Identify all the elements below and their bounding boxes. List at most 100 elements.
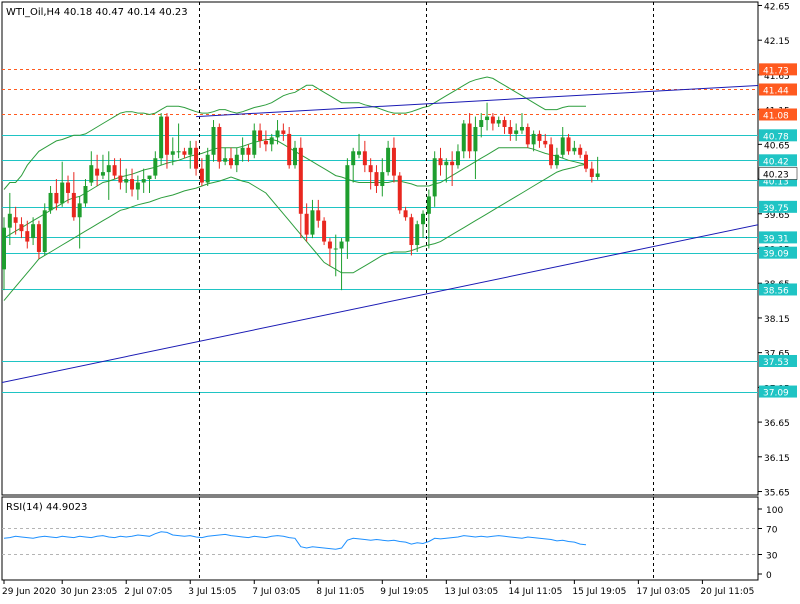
- candle: [89, 151, 94, 187]
- candle: [95, 154, 100, 187]
- candle-body: [403, 210, 408, 218]
- candle-body: [48, 192, 53, 211]
- candle: [560, 126, 565, 159]
- candle-body: [153, 158, 158, 176]
- candle: [211, 120, 216, 162]
- lower-band-line: [3, 164, 587, 301]
- candle-body: [438, 158, 443, 166]
- candle-body: [485, 116, 490, 121]
- candle-body: [409, 217, 414, 246]
- candle: [124, 168, 129, 193]
- time-axis: 29 Jun 2020 30 Jun 23:05 2 Jul 07:05 3 Jul …: [2, 580, 754, 597]
- price-axis: 42.6542.1541.6541.1540.6540.1539.6539.15…: [758, 2, 798, 499]
- candle-body: [2, 227, 6, 270]
- candle: [42, 203, 47, 256]
- rsi-panel-frame: [1, 496, 759, 581]
- candle-body: [589, 168, 594, 177]
- candle-body: [287, 133, 292, 166]
- candle: [508, 120, 513, 141]
- candle: [287, 126, 292, 169]
- candle: [205, 147, 210, 187]
- level-badge: [759, 246, 797, 259]
- candle-body: [182, 151, 187, 155]
- rsi-tick-label: 30: [766, 552, 778, 562]
- candle-body: [83, 186, 88, 204]
- candle-body: [310, 210, 315, 235]
- candle: [368, 158, 373, 190]
- candle: [304, 203, 309, 242]
- candle: [374, 165, 379, 193]
- price-tick-label: 42.15: [764, 37, 790, 47]
- candle-body: [281, 130, 286, 134]
- candle-body: [578, 147, 583, 155]
- candle-body: [415, 224, 420, 246]
- candle: [7, 192, 12, 246]
- rsi-panel: 100 70 30 0: [2, 506, 783, 581]
- candle-body: [71, 192, 76, 218]
- candle-body: [66, 182, 71, 193]
- candle-body: [176, 151, 181, 153]
- candle-body: [205, 154, 210, 183]
- candle: [566, 133, 571, 155]
- level-badge-label: 39.09: [763, 250, 789, 260]
- rsi-tick-label: 100: [766, 506, 783, 516]
- candle-body: [479, 120, 484, 127]
- candle-body: [386, 147, 391, 173]
- candle-body: [31, 224, 36, 239]
- candle-body: [572, 147, 577, 152]
- candle-body: [397, 175, 402, 211]
- candle-body: [537, 133, 542, 141]
- candle: [13, 206, 18, 235]
- candle: [362, 140, 367, 173]
- candle-body: [426, 196, 431, 214]
- candle: [31, 217, 36, 246]
- candle: [258, 123, 263, 148]
- candle: [467, 113, 472, 159]
- price-tick-label: 36.15: [764, 454, 790, 464]
- candle-body: [77, 203, 82, 218]
- candle-body: [258, 130, 263, 141]
- candle-body: [450, 161, 455, 166]
- candle: [391, 137, 396, 183]
- time-tick-label: 13 Jul 03:05: [444, 587, 498, 597]
- level-badge-label: 40.78: [763, 132, 789, 142]
- candle: [281, 123, 286, 141]
- candle-body: [345, 165, 350, 242]
- candle-body: [269, 137, 274, 145]
- candle: [246, 144, 251, 162]
- candle: [595, 156, 600, 180]
- candle: [54, 179, 59, 211]
- time-tick-label: 17 Jul 03:05: [636, 587, 690, 597]
- candle-body: [374, 172, 379, 187]
- candle: [310, 199, 315, 239]
- session-separators: [199, 2, 654, 580]
- candle-body: [467, 123, 472, 152]
- current-price-label: 40.23: [763, 171, 789, 181]
- candle: [584, 151, 588, 173]
- chart-title: WTI_Oil,H4 40.18 40.47 40.14 40.23: [6, 7, 188, 18]
- candle-body: [368, 165, 373, 173]
- candle-body: [234, 154, 239, 166]
- price-tick-label: 42.65: [764, 2, 790, 12]
- candle: [100, 154, 105, 180]
- rsi-plot: [2, 528, 758, 555]
- candle-body: [380, 172, 385, 187]
- level-badge: [759, 83, 797, 96]
- candle-body: [560, 137, 565, 155]
- candle: [531, 130, 536, 152]
- time-tick-label: 30 Jun 23:05: [60, 587, 117, 597]
- candle-body: [124, 179, 129, 183]
- candle-body: [566, 137, 571, 152]
- candle-body: [508, 126, 513, 134]
- candle-body: [473, 126, 478, 152]
- horizontal-levels: [2, 69, 758, 393]
- candle-body: [327, 241, 332, 249]
- candle-body: [252, 130, 257, 155]
- candle-body: [54, 192, 59, 204]
- main-panel-frame: [1, 1, 759, 496]
- candle-body: [106, 165, 111, 173]
- time-tick-label: 14 Jul 11:05: [508, 587, 562, 597]
- trendlines: [2, 84, 758, 384]
- candle-body: [455, 151, 460, 166]
- candle: [77, 196, 82, 249]
